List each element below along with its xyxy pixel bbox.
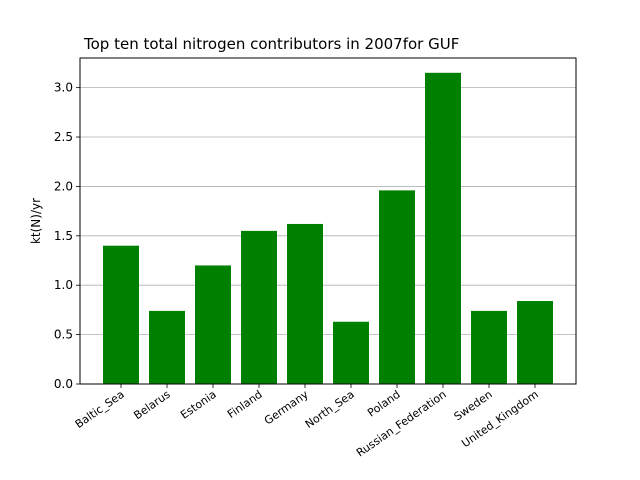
axes: [79, 57, 577, 385]
y-axis-label: kt(N)/yr: [29, 198, 43, 244]
bar-north-sea: [333, 321, 369, 384]
bars: [103, 72, 553, 385]
bar-finland: [241, 230, 277, 384]
y-tick-label: 0.0: [54, 377, 73, 391]
y-tick-label: 1.5: [54, 229, 73, 243]
bar-poland: [379, 190, 415, 384]
bar-germany: [287, 223, 323, 384]
bar-baltic-sea: [103, 245, 139, 384]
bar-russian-federation: [425, 72, 461, 385]
y-tick-label: 2.5: [54, 130, 73, 144]
y-tick-label: 0.5: [54, 328, 73, 342]
y-tick-label: 1.0: [54, 278, 73, 292]
chart-title: Top ten total nitrogen contributors in 2…: [83, 35, 459, 53]
bar-belarus: [149, 310, 185, 384]
y-ticks: 0.0 0.5 1.0 1.5 2.0 2.5 3.0: [54, 81, 80, 391]
plot-frame: [79, 57, 577, 385]
bar-sweden: [471, 310, 507, 384]
y-tick-label: 3.0: [54, 81, 73, 95]
bar-estonia: [195, 265, 231, 384]
bar-united-kingdom: [517, 301, 553, 384]
y-tick-label: 2.0: [54, 179, 73, 193]
